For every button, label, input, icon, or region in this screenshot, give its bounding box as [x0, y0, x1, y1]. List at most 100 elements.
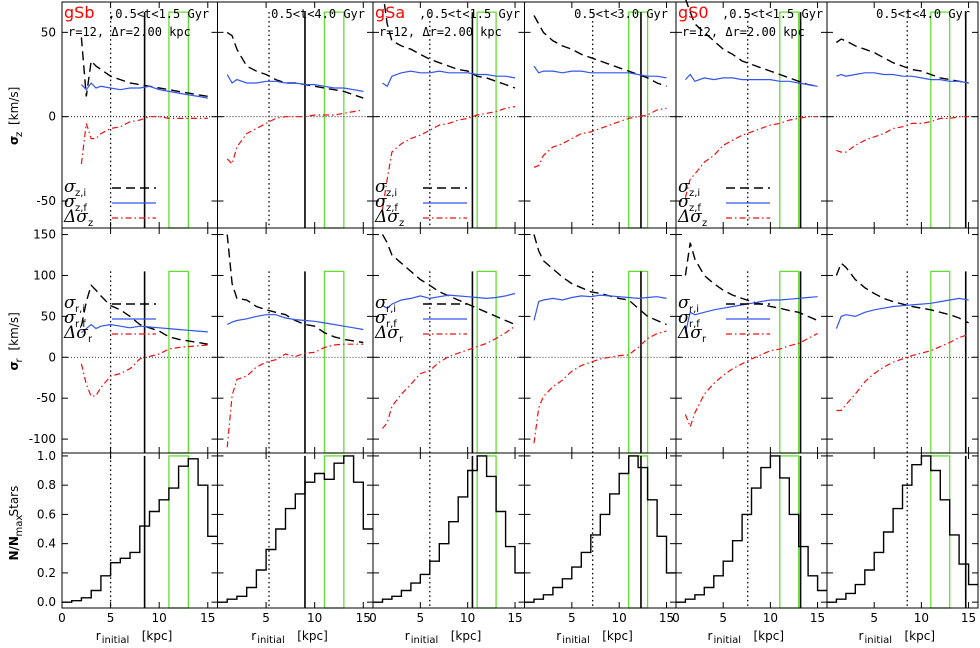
panel-frame	[675, 452, 828, 609]
x-tick-label: 10	[460, 611, 475, 625]
selection-box	[323, 11, 345, 229]
y-tick-label: 0.0	[37, 595, 56, 609]
legend-entry: σ z,i	[678, 177, 770, 199]
legend-subscript: z	[702, 218, 707, 229]
legend-entry: σ r,i	[64, 293, 156, 315]
panel-title: ,0.5<t<1.5 Gyr	[108, 7, 209, 21]
x-label-symbol: r	[556, 629, 561, 643]
legend-entry: σ z,f	[678, 192, 770, 214]
legend-symbol: σ	[375, 308, 387, 328]
x-label-unit: [kpc]	[905, 629, 936, 643]
panel-gSb-0-row1: σ r,iσ r,fΔσ r	[61, 227, 218, 454]
legend-entry: σ r,i	[375, 293, 467, 315]
legend-symbol: σ	[64, 177, 76, 197]
series-delta	[226, 109, 364, 166]
histogram	[217, 455, 373, 603]
panel-frame	[524, 227, 677, 454]
legend-symbol: σ	[375, 192, 387, 212]
series-initial	[684, 242, 818, 322]
panel-title: 0.5<t<4.0 Gyr	[876, 7, 970, 21]
series-delta	[836, 116, 969, 153]
panel-title: ,0.5<t<1.5 Gyr	[722, 7, 823, 21]
y-tick-label: 150	[33, 228, 56, 242]
x-tick-label: 10	[612, 611, 627, 625]
panel-gSb-0-row2: 0 5 10 15 r initial [kpc]	[58, 452, 218, 646]
x-tick-label: 10	[763, 611, 778, 625]
selection-box	[168, 11, 189, 229]
x-label-symbol: r	[405, 629, 410, 643]
series-initial	[381, 234, 516, 326]
legend-symbol: Δσ	[63, 207, 88, 227]
series-initial	[685, 0, 818, 87]
y-label-unit: [km/s]	[7, 312, 21, 350]
x-tick-label: 10	[307, 611, 322, 625]
histogram	[62, 458, 218, 603]
x-label-unit: [kpc]	[451, 629, 482, 643]
x-tick-label: 15	[507, 611, 522, 625]
y-tick-label: 1.0	[37, 449, 56, 463]
x-label-unit: [kpc]	[297, 629, 328, 643]
legend-symbol: Δσ	[63, 323, 88, 343]
legend-subscript: r	[702, 334, 707, 345]
legend-entry: Δσ z	[374, 207, 467, 229]
series-delta	[226, 343, 364, 448]
histogram	[827, 455, 978, 603]
series-initial	[533, 234, 667, 326]
legend-symbol: σ	[64, 293, 76, 313]
series-final	[382, 292, 516, 309]
legend-subscript: z,f	[75, 203, 87, 214]
histogram	[524, 455, 676, 603]
series-delta	[382, 325, 516, 429]
legend-subscript: z,i	[75, 188, 86, 199]
legend-symbol: σ	[678, 192, 690, 212]
series-final	[835, 297, 969, 329]
x-axis-label: r initial [kpc]	[251, 629, 328, 646]
x-axis-label: r initial [kpc]	[556, 629, 633, 646]
x-tick-label: 15	[659, 611, 674, 625]
x-tick-label: 5	[719, 611, 727, 625]
y-tick-label: -100	[29, 432, 56, 446]
series-delta	[381, 106, 516, 210]
y-tick-label: 0.6	[37, 507, 56, 521]
legend-entry: σ r,i	[678, 293, 770, 315]
panel-gS0-1-row2: 5 10 15 r initial [kpc]	[826, 452, 979, 646]
legend-entry: σ r,f	[678, 308, 770, 330]
x-label-symbol: r	[859, 629, 864, 643]
legend-symbol: σ	[678, 308, 690, 328]
y-axis-label-row0: σz [km/s]	[7, 87, 25, 145]
selection-box	[930, 11, 951, 229]
legend-symbol: σ	[64, 308, 76, 328]
panel-gS0-0-row1: σ r,iσ r,fΔσ r	[675, 227, 828, 454]
y-tick-label: 0.8	[37, 478, 56, 492]
series-delta	[836, 333, 969, 412]
y-tick-label: 0	[48, 110, 56, 124]
series-initial	[80, 283, 208, 345]
histogram	[373, 455, 525, 603]
panel-gSb-1-row1	[217, 227, 374, 454]
panel-param: r=12, Δr=2.00 kpc	[68, 25, 191, 39]
x-tick-label: 5	[107, 611, 115, 625]
legend-symbol: σ	[678, 177, 690, 197]
x-label-unit: [kpc]	[754, 629, 785, 643]
panel-gSb-1-row2: 5 10 15 r initial [kpc]	[217, 452, 374, 646]
histogram	[676, 455, 827, 603]
x-tick-label: 0	[369, 611, 377, 625]
legend-subscript: r,f	[386, 319, 397, 330]
selection-box	[168, 270, 189, 454]
panel-gSb-1-row0: 0.5<t<4.0 Gyr	[217, 1, 374, 229]
y-label-subscript: max	[14, 515, 25, 537]
selection-box	[930, 270, 951, 454]
legend-subscript: r	[88, 334, 93, 345]
legend-subscript: z,i	[386, 188, 397, 199]
panel-title: 0.5<t<4.0 Gyr	[271, 7, 365, 21]
legend-subscript: r	[399, 334, 404, 345]
y-axis-label-row1: σr [km/s]	[7, 312, 25, 370]
panel-gSa-0-row2: 0 5 10 15 r initial [kpc]	[369, 452, 525, 646]
x-label-subscript: initial	[411, 635, 439, 646]
legend-subscript: r,i	[75, 304, 85, 315]
x-tick-label: 0	[672, 611, 680, 625]
legend-symbol: Δσ	[677, 207, 702, 227]
